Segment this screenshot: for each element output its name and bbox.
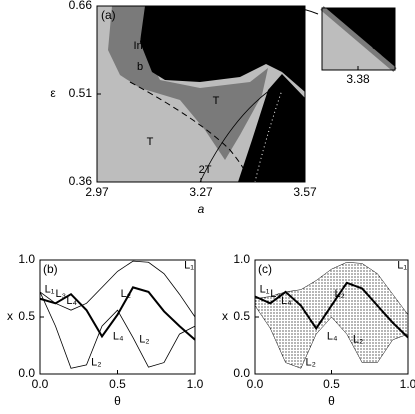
plot-frame (254, 259, 409, 375)
annotation: L₁ (260, 284, 270, 296)
series-line (39, 260, 196, 318)
annotation: L₄ (113, 330, 124, 342)
annotation: L₄ (327, 330, 338, 342)
x-tick-label: 3.27 (189, 185, 213, 199)
annotation: L₁ (45, 284, 55, 296)
y-tick-label: 0.5 (18, 309, 35, 323)
region-map (97, 6, 305, 182)
annotation: L₃ (270, 288, 281, 300)
y-tick-label: 0.0 (18, 366, 35, 380)
y-tick-label: 0.66 (69, 0, 93, 12)
inset-boundary (320, 6, 397, 72)
x-tick-label: 1.0 (400, 377, 415, 391)
x-tick-label: 0.5 (323, 377, 340, 391)
x-tick-label: 3.57 (293, 185, 317, 199)
y-tick-label: 0.5 (233, 309, 250, 323)
y-tick-label: 0.36 (69, 174, 93, 188)
series-line (254, 281, 409, 339)
x-tick-label: 0.0 (32, 377, 49, 391)
annotation: a (157, 62, 164, 74)
annotation: L₂ (353, 334, 363, 346)
annotation: T (147, 136, 154, 148)
plot-area (39, 260, 196, 369)
annotation: b (299, 66, 305, 78)
region-dark-gray (108, 6, 268, 160)
annotation: T (213, 95, 220, 107)
annotation: L₄ (66, 295, 77, 307)
y-axis-label: ε (50, 86, 56, 100)
x-axis-label: a (198, 202, 205, 216)
y-axis-label: x (222, 309, 228, 323)
annotation: e (281, 34, 287, 46)
annotation: L₂ (139, 334, 149, 346)
y-axis-label: x (7, 309, 13, 323)
series-line (39, 291, 196, 369)
x-tick-label: 0.0 (247, 377, 264, 391)
y-tick-label: 0.0 (233, 366, 250, 380)
x-tick-label: 1.0 (187, 377, 204, 391)
annotation: L₁ (184, 260, 194, 272)
annotation: d (241, 28, 247, 40)
annotation: L₂ (305, 357, 315, 369)
plot-frame (39, 259, 196, 375)
annotation: L₂ (91, 357, 101, 369)
annotation: b (137, 61, 143, 73)
inset-tick-label: 3.38 (346, 72, 370, 86)
arrow (269, 8, 319, 17)
thin-curve (199, 89, 271, 182)
inset-label: ε* (372, 38, 382, 52)
panel-label: (a) (101, 8, 116, 22)
dashed-curve (129, 81, 251, 182)
y-tick-label: 1.0 (233, 252, 250, 266)
annotation: L₁ (397, 260, 407, 272)
y-tick-label: 0.51 (69, 86, 93, 100)
panel-label: (c) (258, 262, 272, 276)
x-axis-label: θ (328, 394, 335, 408)
plot-area (254, 262, 409, 369)
annotation: L₄ (281, 295, 292, 307)
panel-label: (b) (43, 262, 58, 276)
annotation: L₂ (335, 288, 345, 300)
series-line (39, 286, 196, 341)
region-black (140, 6, 305, 92)
annotation: Intermittency (134, 40, 197, 52)
annotation: 2T (199, 164, 212, 176)
region-black (238, 74, 305, 182)
x-tick-label: 0.5 (109, 377, 126, 391)
annotation: c (275, 122, 281, 134)
x-axis-label: θ (114, 394, 121, 408)
x-tick-label: 2.97 (85, 185, 109, 199)
annotation: L₂ (121, 288, 131, 300)
annotation: L₃ (56, 288, 67, 300)
y-tick-label: 1.0 (18, 252, 35, 266)
